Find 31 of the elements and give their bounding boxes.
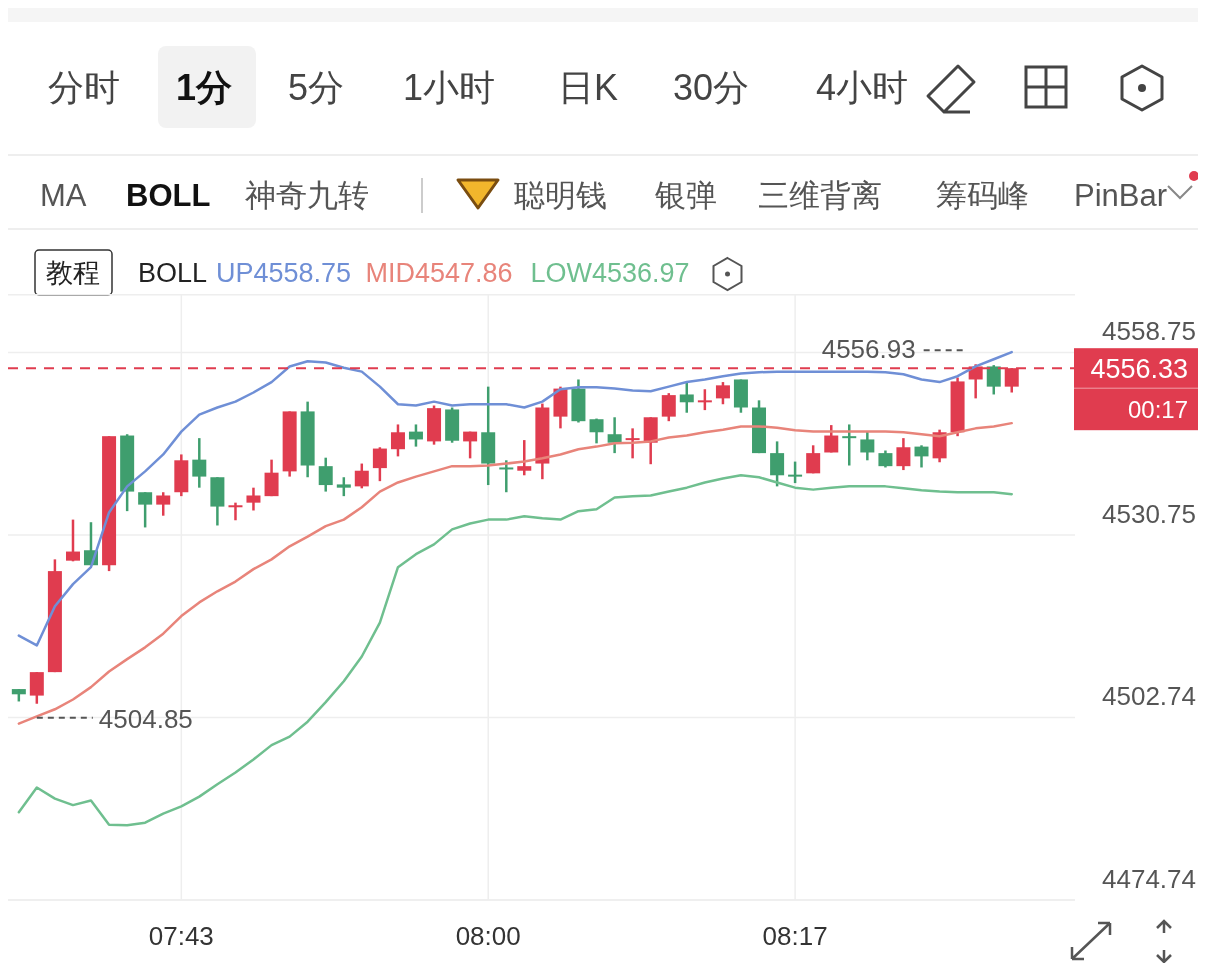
text: 分时 [48, 67, 120, 108]
text: MA [40, 178, 87, 213]
text: BOLL [126, 178, 211, 213]
text: 4小时 [816, 67, 909, 108]
text: 30分 [673, 67, 750, 108]
text: 00:17 [1127, 396, 1188, 424]
y-tick-label: 4474.74 [1102, 864, 1196, 894]
y-tick-label: 4530.75 [1102, 498, 1196, 529]
annotation: 4504.85 [98, 703, 193, 734]
text: 5分 [288, 67, 345, 108]
text: 神奇九转 [245, 178, 369, 213]
text: UP4558.75 [216, 258, 352, 288]
text: 日K [558, 67, 619, 108]
text: 教程 [46, 258, 100, 288]
text: 银弹 [654, 178, 717, 213]
x-tick-label: 08:00 [455, 921, 521, 951]
text: MID4547.86 [365, 258, 513, 288]
text: LOW4536.97 [530, 258, 690, 288]
text: 1分 [176, 67, 233, 108]
text: PinBar [1074, 178, 1168, 213]
ref-line-label: 4556.33 [1090, 354, 1188, 385]
x-tick-label: 08:17 [762, 921, 828, 951]
annotation: 4556.93 [821, 334, 916, 365]
text: 三维背离 [758, 178, 882, 213]
text: 1小时 [403, 67, 496, 108]
legend-title: BOLL [138, 258, 208, 288]
y-tick-label: 4502.74 [1102, 681, 1196, 712]
text: 聪明钱 [514, 178, 607, 213]
y-tick-label: 4558.75 [1102, 316, 1196, 347]
text: 筹码峰 [936, 178, 1029, 213]
x-tick-label: 07:43 [148, 921, 214, 951]
